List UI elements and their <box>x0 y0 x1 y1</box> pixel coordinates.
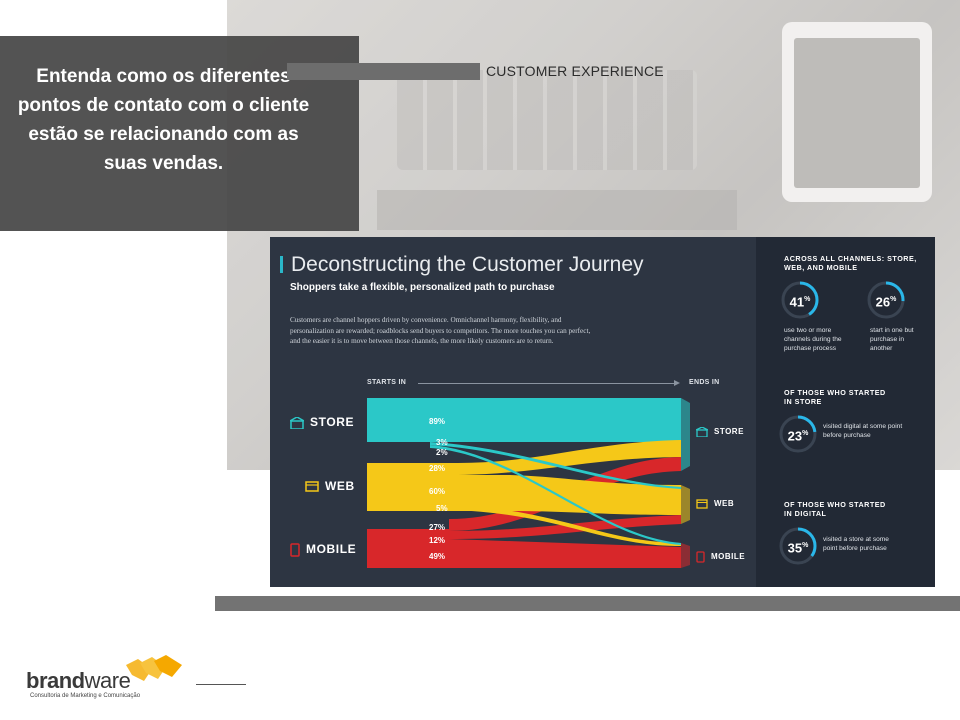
pct-mobile-web: 12% <box>429 536 446 545</box>
tablet-shape <box>782 22 932 202</box>
stat-value: 26 <box>875 294 891 310</box>
logo-arrows-icon <box>126 655 182 681</box>
mobile-start-band <box>367 529 449 568</box>
stat-41-text: use two or more channels during the purc… <box>784 327 842 352</box>
end-label-web: WEB <box>696 499 734 509</box>
channel-name: STORE <box>714 427 744 437</box>
pct-web-web: 60% <box>429 487 446 496</box>
stat-35-text: visited a store at some point before pur… <box>823 536 889 552</box>
stat-26: 26% <box>866 280 906 322</box>
ring-41-arc <box>781 281 819 319</box>
bottom-bar <box>215 596 960 611</box>
channel-name: MOBILE <box>711 552 746 562</box>
store-icon <box>290 416 304 429</box>
pct-sign: % <box>804 296 811 303</box>
end-label-store: STORE <box>696 427 744 437</box>
flow-mobile-to-mobile <box>449 539 681 568</box>
mobile-icon <box>696 551 705 563</box>
decorative-line <box>196 684 246 685</box>
flow-mobile-to-web <box>449 515 681 539</box>
axis-arrow-line <box>418 383 678 384</box>
starts-in-label: STARTS IN <box>367 379 407 386</box>
web-start-band <box>367 463 449 511</box>
pct-mobile-store: 27% <box>429 523 446 532</box>
pct-web-mobile: 5% <box>436 504 448 513</box>
infographic-subtitle: Shoppers take a flexible, personalized p… <box>290 282 555 293</box>
ring-35-arc <box>779 527 817 565</box>
stat-23: 23% <box>778 414 818 456</box>
stat-value: 35 <box>787 540 803 556</box>
stat-35: 35% <box>778 526 818 568</box>
tablet-screen <box>794 38 920 188</box>
pct-sign: % <box>802 430 809 437</box>
flow-web-to-mobile <box>449 505 681 546</box>
flow-store-to-mobile <box>430 445 681 545</box>
ring-23 <box>779 415 817 453</box>
channel-name: MOBILE <box>306 542 357 556</box>
stat-value: 23 <box>787 428 803 444</box>
keyboard-shape <box>397 70 697 170</box>
store-icon <box>696 427 708 437</box>
intro-text: Entenda como os diferentes pontos de con… <box>17 66 310 174</box>
ring-26-arc <box>867 281 905 319</box>
stats-header-all-channels: ACROSS ALL CHANNELS: STORE, WEB, AND MOB… <box>784 254 917 272</box>
pct-sign: % <box>890 296 897 303</box>
store-end-marker <box>681 398 690 471</box>
pct-web-store: 28% <box>429 464 446 473</box>
ends-in-label: ENDS IN <box>689 379 720 386</box>
header-bar <box>287 63 480 80</box>
axis-arrow-head <box>674 380 680 386</box>
stat-26-text: start in one but purchase in another <box>870 327 914 352</box>
mobile-icon <box>290 543 300 557</box>
pct-store-store: 89% <box>429 417 446 426</box>
stats-panel <box>756 237 935 587</box>
infographic: Deconstructing the Customer Journey Shop… <box>270 237 935 587</box>
logo-wordmark: brandware <box>26 668 131 694</box>
infographic-title-text: Deconstructing the Customer Journey <box>291 253 644 276</box>
logo-word-part1: brand <box>26 668 85 693</box>
pct-mobile-mobile: 49% <box>429 552 446 561</box>
pct-store-web: 3% <box>436 438 448 447</box>
start-label-store: STORE <box>290 415 354 429</box>
start-label-web: WEB <box>305 479 355 493</box>
ring-41 <box>781 281 819 319</box>
store-start-band <box>367 398 681 442</box>
flow-diagram <box>367 398 690 568</box>
stats-header-store: OF THOSE WHO STARTED IN STORE <box>784 388 886 406</box>
flow-store-to-web <box>430 442 681 489</box>
stat-23-text: visited digital at some point before pur… <box>823 423 903 439</box>
start-label-mobile: MOBILE <box>290 542 356 557</box>
web-end-marker <box>681 485 690 524</box>
brandware-logo: brandware Consultoria de Marketing e Com… <box>26 655 196 710</box>
channel-name: WEB <box>325 479 355 493</box>
logo-tagline: Consultoria de Marketing e Comunicação <box>30 693 141 699</box>
trackpad-shape <box>377 190 737 230</box>
ring-35 <box>779 527 817 565</box>
stat-41: 41% <box>780 280 820 322</box>
channel-name: STORE <box>310 415 355 429</box>
title-accent-bar <box>280 256 283 273</box>
web-icon <box>305 481 319 492</box>
flow-web-to-web <box>449 475 681 515</box>
pct-store-mobile: 2% <box>436 448 448 457</box>
web-icon <box>696 499 708 509</box>
stats-header-digital: OF THOSE WHO STARTED IN DIGITAL <box>784 500 886 518</box>
channel-name: WEB <box>714 499 735 509</box>
flow-web-to-store <box>449 440 681 475</box>
mobile-end-marker <box>681 543 690 568</box>
infographic-title: Deconstructing the Customer Journey <box>280 253 644 277</box>
ring-23-arc <box>779 415 817 453</box>
end-label-mobile: MOBILE <box>696 551 745 563</box>
section-header: CUSTOMER EXPERIENCE <box>486 63 664 79</box>
ring-26 <box>867 281 905 319</box>
logo-word-part2: ware <box>84 668 131 693</box>
infographic-body: Customers are channel hoppers driven by … <box>290 316 591 345</box>
stat-value: 41 <box>789 294 805 310</box>
pct-sign: % <box>802 542 809 549</box>
